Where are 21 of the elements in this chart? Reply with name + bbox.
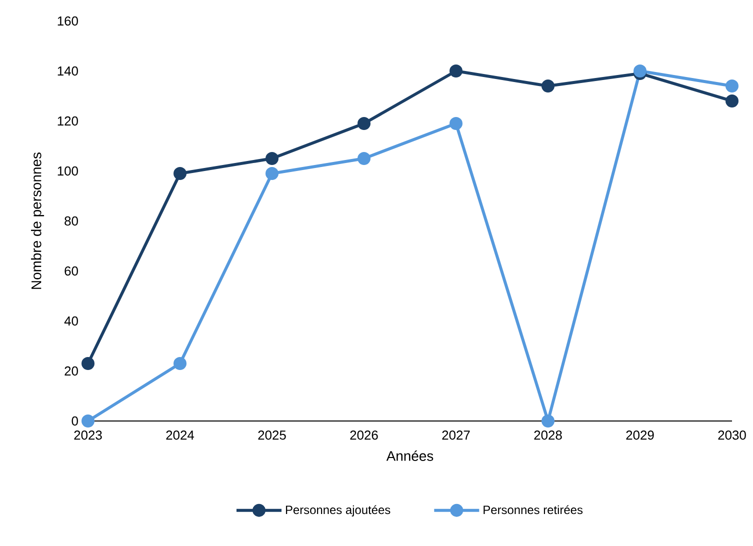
y-tick-label: 140 bbox=[58, 66, 78, 76]
legend-label: Personnes ajoutées bbox=[286, 505, 390, 516]
x-tick-label: 2025 bbox=[258, 430, 286, 440]
y-tick-label: 160 bbox=[58, 16, 78, 26]
y-tick-label: 120 bbox=[58, 116, 78, 126]
x-tick-label: 2026 bbox=[350, 430, 378, 440]
y-tick-label: 80 bbox=[64, 216, 78, 226]
x-tick-label: 2030 bbox=[718, 430, 746, 440]
x-tick-label: 2028 bbox=[534, 430, 562, 440]
x-tick-label: 2029 bbox=[626, 430, 654, 440]
x-tick-label: 2024 bbox=[166, 430, 194, 440]
y-axis-title: Nombre de personnes bbox=[31, 152, 44, 289]
y-tick-label: 100 bbox=[58, 166, 78, 176]
x-tick-label: 2027 bbox=[442, 430, 470, 440]
y-tick-label: 60 bbox=[64, 266, 78, 276]
legend-label: Personnes retirées bbox=[484, 505, 583, 514]
y-tick-label: 20 bbox=[64, 366, 78, 376]
y-tick-label: 40 bbox=[64, 316, 78, 326]
x-tick-label: 2023 bbox=[74, 430, 102, 440]
x-axis-title: Années bbox=[386, 450, 434, 461]
y-tick-label: 0 bbox=[72, 416, 78, 426]
